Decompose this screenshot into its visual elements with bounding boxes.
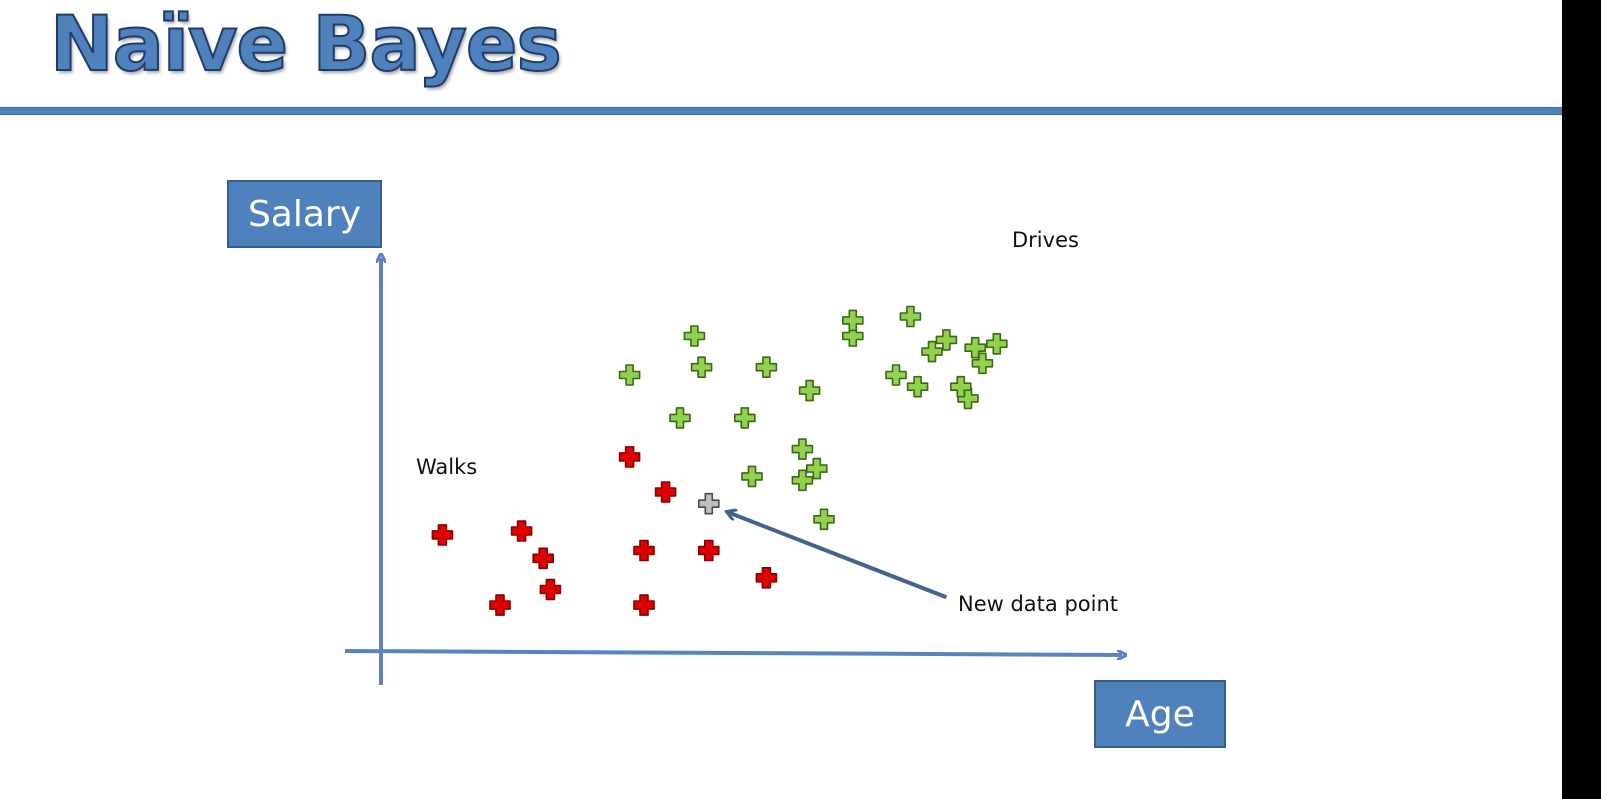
walks-point-7 bbox=[698, 539, 720, 562]
drives-point-6 bbox=[791, 438, 814, 460]
drives-point-18 bbox=[806, 457, 828, 480]
drives-point-1 bbox=[683, 325, 706, 347]
drives-point-12 bbox=[899, 305, 922, 328]
drives-point-9 bbox=[842, 325, 864, 347]
y-axis-label: Salary bbox=[227, 180, 382, 248]
walks-point-10 bbox=[539, 578, 562, 601]
drives-point-2 bbox=[690, 356, 713, 378]
walks-point-3 bbox=[489, 594, 511, 616]
slide-title: Naïve Bayes bbox=[49, 0, 563, 88]
drives-point-10 bbox=[798, 379, 821, 402]
drives-point-21 bbox=[971, 352, 994, 375]
walks-point-0 bbox=[431, 524, 454, 546]
walks-point-5 bbox=[654, 481, 677, 503]
drives-point-22 bbox=[986, 333, 1008, 355]
drives-point-8 bbox=[791, 469, 814, 492]
walks-point-2 bbox=[532, 547, 554, 570]
walks-point-6 bbox=[633, 539, 655, 562]
drives-label: Drives bbox=[1012, 228, 1079, 252]
drives-point-23 bbox=[885, 364, 907, 386]
x-axis bbox=[344, 649, 1122, 655]
x-axis-label: Age bbox=[1094, 680, 1226, 748]
drives-point-5 bbox=[734, 407, 756, 429]
walks-point-9 bbox=[633, 594, 655, 616]
drives-point-20 bbox=[950, 375, 972, 398]
walks-point-8 bbox=[755, 567, 778, 589]
drives-point-4 bbox=[669, 407, 691, 429]
drives-point-11 bbox=[842, 309, 864, 332]
points-layer bbox=[431, 305, 1008, 616]
walks-point-1 bbox=[510, 520, 533, 542]
title-divider bbox=[0, 107, 1562, 115]
window-edge bbox=[1562, 0, 1601, 799]
drives-point-17 bbox=[906, 375, 929, 398]
drives-point-7 bbox=[741, 465, 763, 488]
drives-point-19 bbox=[813, 508, 835, 531]
drives-point-0 bbox=[618, 364, 641, 386]
new-data-point-arrow bbox=[726, 512, 948, 600]
new-data-point-label: New data point bbox=[958, 592, 1119, 616]
new-data-point-point-0 bbox=[698, 492, 720, 515]
walks-point-4 bbox=[618, 446, 641, 468]
drives-point-3 bbox=[755, 356, 778, 378]
drives-point-14 bbox=[921, 340, 943, 363]
walks-label: Walks bbox=[416, 455, 478, 479]
drives-point-13 bbox=[935, 329, 958, 351]
